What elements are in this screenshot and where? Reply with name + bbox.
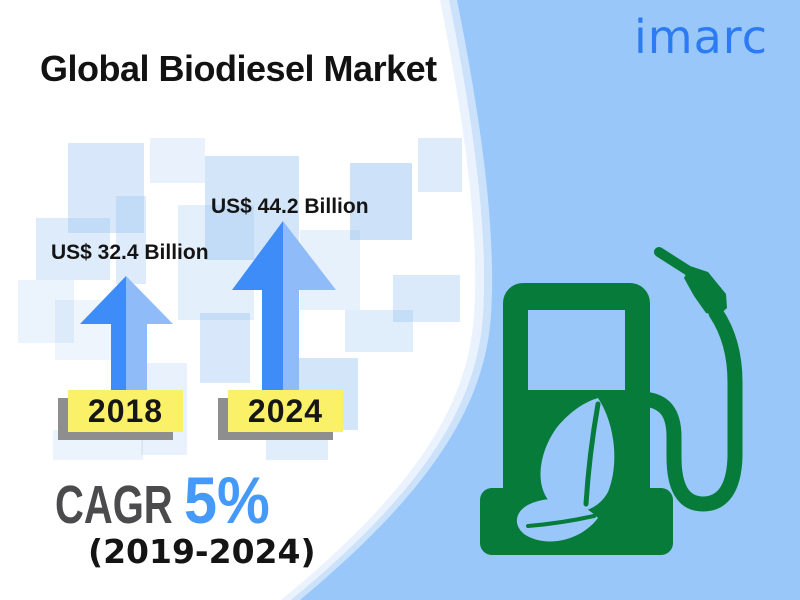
background-tile bbox=[266, 436, 328, 460]
year-box-2024: 2024 bbox=[228, 390, 343, 432]
background-tile bbox=[200, 313, 250, 383]
background-tile bbox=[393, 275, 460, 322]
background-tile bbox=[345, 310, 413, 352]
background-tile bbox=[150, 138, 205, 183]
biodiesel-fuel-pump-icon bbox=[480, 247, 743, 555]
cagr-period: (2019-2024) bbox=[88, 532, 316, 571]
leaf-icon-small bbox=[516, 499, 598, 542]
pump-screen bbox=[528, 310, 625, 390]
value-label-2018: US$ 32.4 Billion bbox=[51, 241, 209, 264]
growth-arrow-2024 bbox=[232, 221, 336, 392]
leaf-vein-small bbox=[526, 514, 596, 528]
background-tile bbox=[53, 430, 143, 460]
background-tile bbox=[68, 143, 144, 233]
arrow-right-face bbox=[126, 276, 173, 392]
leaf-vein bbox=[583, 401, 601, 507]
page-title: Global Biodiesel Market bbox=[40, 48, 437, 89]
imarc-logo: imarc bbox=[634, 10, 768, 64]
arrow-left-face bbox=[232, 221, 283, 392]
value-label-2024: US$ 44.2 Billion bbox=[211, 195, 369, 218]
cagr-annotation: CAGR 5% (2019-2024) bbox=[55, 462, 316, 571]
cagr-value: 5% bbox=[184, 463, 270, 537]
arrow-left-face bbox=[80, 276, 126, 392]
year-box-2018: 2018 bbox=[68, 390, 183, 432]
background-tile bbox=[36, 218, 110, 280]
background-tile bbox=[116, 196, 146, 284]
pump-nozzle-tip bbox=[654, 247, 700, 280]
growth-arrow-2018 bbox=[80, 276, 173, 392]
pump-hose bbox=[636, 305, 743, 512]
background-tile bbox=[18, 280, 74, 343]
background-tile bbox=[350, 163, 412, 240]
arrow-right-face bbox=[283, 221, 336, 392]
background-tile bbox=[418, 138, 462, 192]
cagr-label: CAGR bbox=[55, 475, 173, 535]
background-tile bbox=[178, 205, 254, 320]
